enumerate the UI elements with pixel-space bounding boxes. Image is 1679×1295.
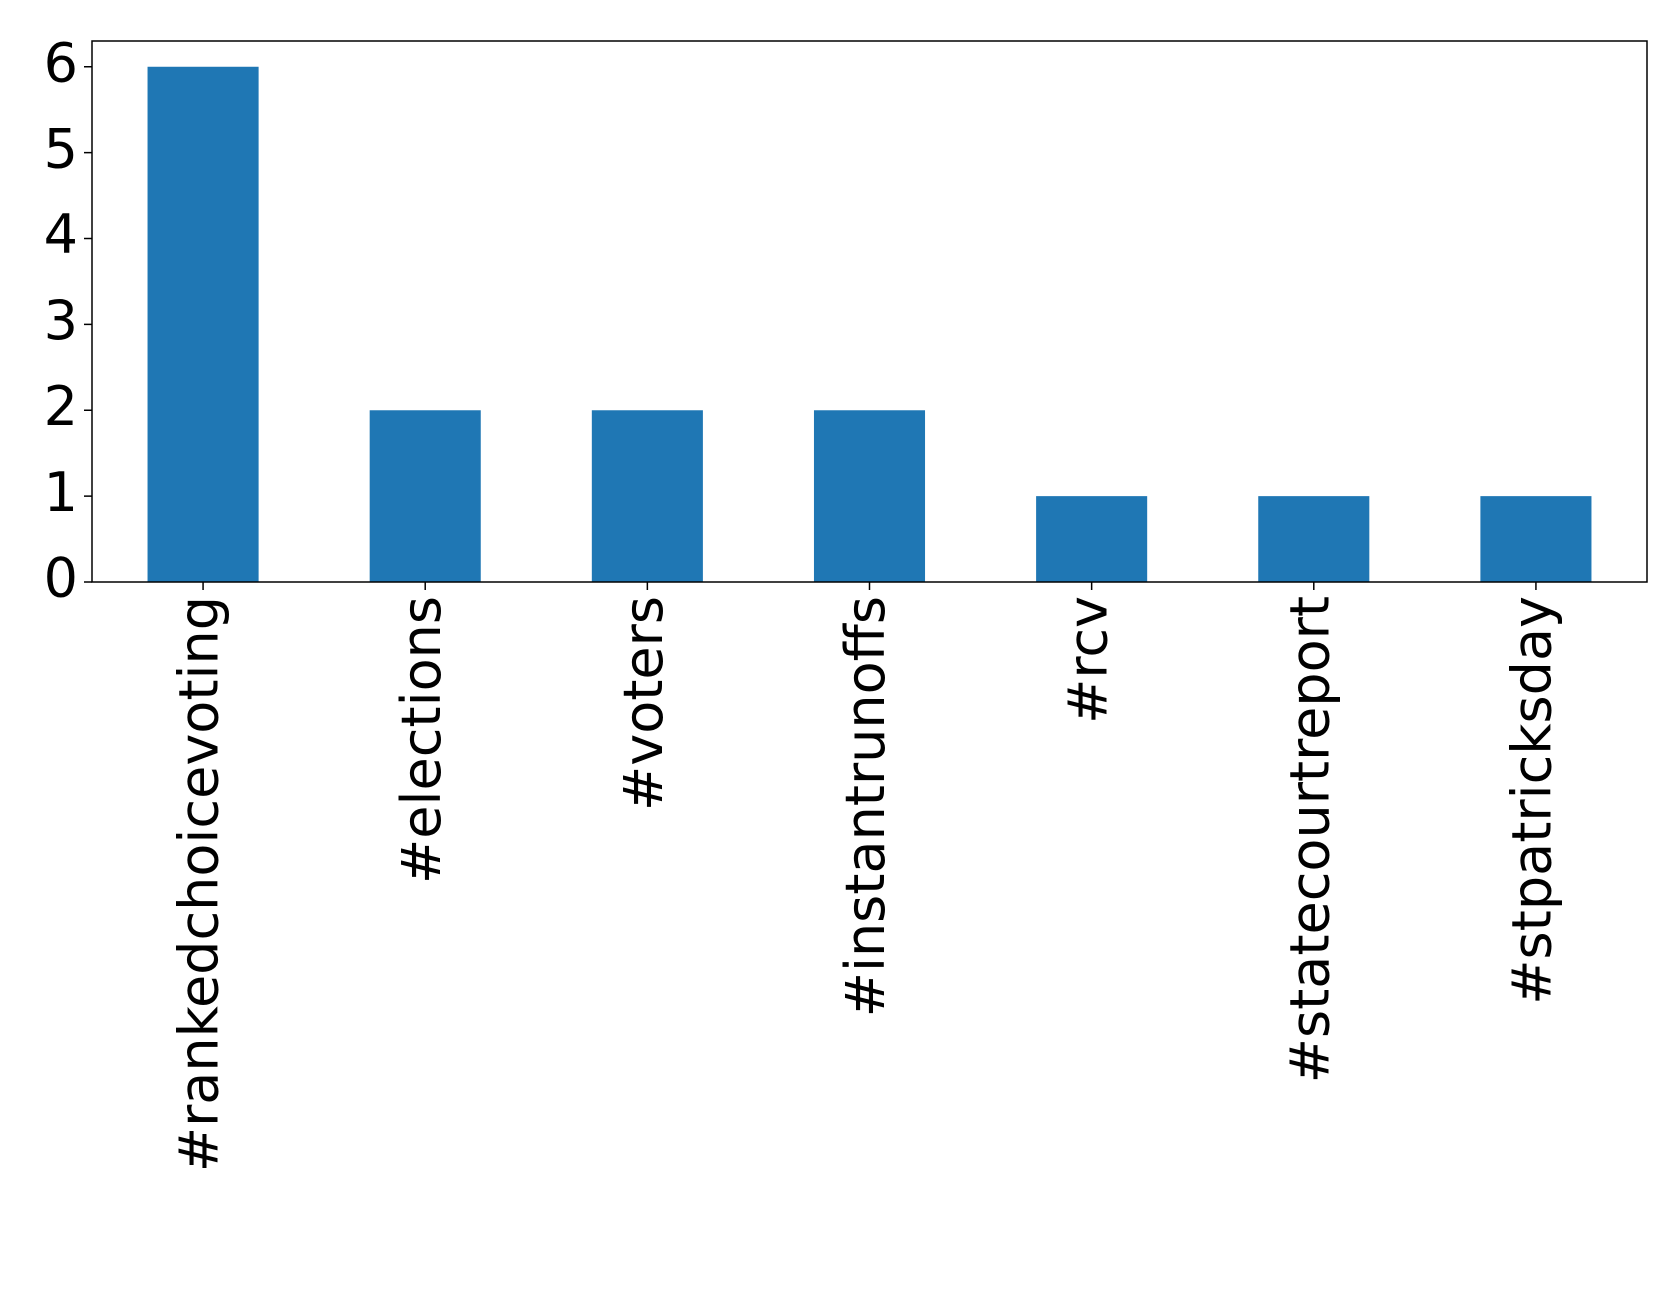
x-tick-label: #rcv <box>1056 596 1119 724</box>
bar <box>1258 496 1370 582</box>
x-tick-label: #voters <box>612 596 675 811</box>
bar <box>591 410 703 582</box>
y-tick-label: 6 <box>44 31 78 94</box>
y-tick-label: 1 <box>44 461 78 524</box>
bar <box>813 410 926 582</box>
bar <box>369 410 481 582</box>
y-tick-label: 0 <box>44 547 78 610</box>
bar <box>147 66 259 582</box>
bar <box>1480 496 1592 582</box>
bar <box>1036 496 1148 582</box>
x-tick-label: #instantrunoffs <box>834 596 897 1017</box>
y-tick-label: 2 <box>44 375 78 438</box>
x-tick-label: #rankedchoicevoting <box>168 596 231 1172</box>
plot-frame <box>91 40 1648 583</box>
x-tick-label: #elections <box>390 596 453 884</box>
x-tick-label: #statecourtreport <box>1278 596 1341 1083</box>
x-tick-label: #stpatricksday <box>1501 596 1564 1005</box>
y-tick-label: 3 <box>44 289 78 352</box>
y-tick-label: 5 <box>44 117 78 180</box>
y-tick-label: 4 <box>44 203 78 266</box>
